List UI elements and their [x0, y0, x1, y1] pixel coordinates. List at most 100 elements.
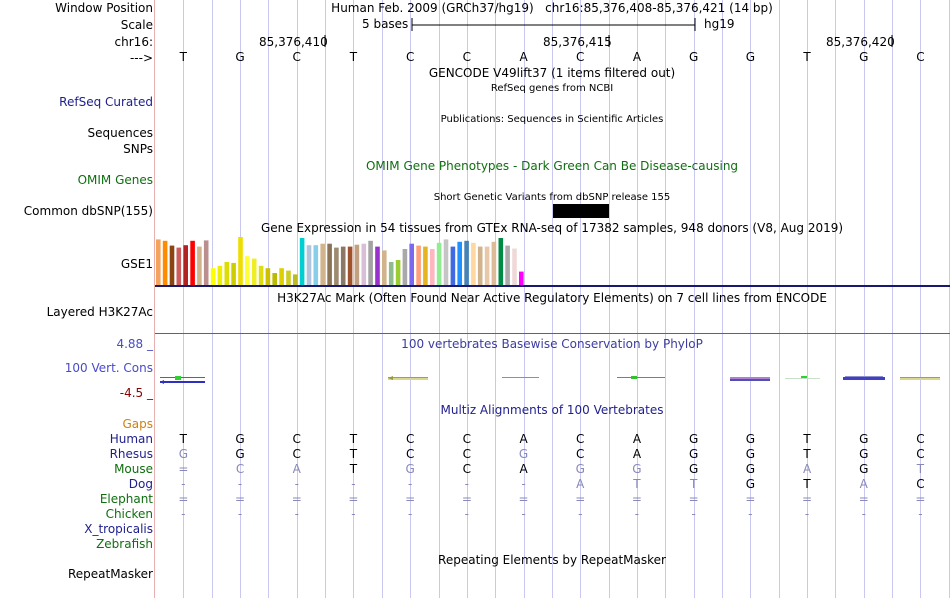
gencode-title[interactable]: GENCODE V49lift37 (1 items filtered out) — [428, 66, 676, 80]
gtex-tissue-bar — [272, 273, 277, 285]
gtex-tissue-bar — [354, 244, 360, 285]
alignment-base: - — [237, 507, 243, 521]
gtex-tissue-bar — [347, 246, 353, 285]
alignment-base: T — [349, 462, 358, 476]
alignment-base: A — [519, 432, 528, 446]
species-label[interactable]: X_tropicalis — [84, 522, 153, 536]
alignment-base: = — [405, 492, 416, 506]
gtex-tissue-bar — [183, 245, 188, 285]
base-letter: A — [632, 50, 642, 64]
species-label[interactable]: Zebrafish — [96, 537, 153, 551]
gtex-tissue-bar — [340, 246, 346, 285]
species-label[interactable]: Rhesus — [109, 447, 153, 461]
phylop-glyph — [900, 377, 940, 380]
species-label[interactable]: Human — [109, 432, 153, 446]
alignment-base: - — [407, 477, 413, 491]
alignment-base: = — [348, 492, 359, 506]
gtex-tissue-bar — [313, 245, 319, 285]
gtex-tissue-bar — [162, 240, 168, 285]
phylop-signal[interactable] — [155, 370, 950, 388]
alignment-base: G — [688, 462, 699, 476]
h3k27ac-label[interactable]: Layered H3K27Ac — [46, 305, 153, 319]
gtex-tissue-bar — [265, 268, 271, 285]
alignment-base: T — [349, 447, 358, 461]
snps-label[interactable]: SNPs — [123, 142, 153, 156]
chrom-label: chr16: — [114, 35, 153, 49]
refseq-title[interactable]: RefSeq genes from NCBI — [490, 83, 614, 94]
repeat-title[interactable]: Repeating Elements by RepeatMasker — [438, 553, 666, 567]
gtex-tissue-bar — [423, 246, 428, 285]
alignment-base: A — [519, 462, 528, 476]
h3k27ac-title[interactable]: H3K27Ac Mark (Often Found Near Active Re… — [277, 291, 827, 305]
position-ticks — [324, 35, 893, 47]
gtex-tissue-bar — [217, 265, 223, 285]
dbsnp-title[interactable]: Short Genetic Variants from dbSNP releas… — [433, 192, 671, 203]
omim-label[interactable]: OMIM Genes — [77, 173, 153, 187]
alignment-base: = — [235, 492, 246, 506]
alignment-base: = — [518, 492, 529, 506]
gtex-tissue-bar — [464, 240, 469, 285]
gtex-title[interactable]: Gene Expression in 54 tissues from GTEx … — [260, 221, 844, 235]
phylop-title[interactable]: 100 vertebrates Basewise Conservation by… — [401, 337, 703, 351]
position-tick-label: 85,376,415 — [543, 35, 612, 49]
gtex-tissue-bar — [450, 246, 456, 285]
alignment-base: - — [578, 507, 583, 521]
species-label[interactable]: Mouse — [114, 462, 153, 476]
multiz-title[interactable]: Multiz Alignments of 100 Vertebrates — [440, 403, 664, 417]
gtex-tissue-bar — [484, 246, 490, 285]
alignment-base: = — [802, 492, 813, 506]
phylop-min-label: -4.5 _ — [119, 386, 153, 400]
alignment-base: G — [745, 432, 755, 446]
alignment-base: = — [291, 492, 302, 506]
species-label[interactable]: Dog — [128, 477, 153, 491]
gtex-tissue-bar — [197, 246, 202, 285]
alignment-base: C — [576, 447, 585, 461]
base-letter: A — [519, 50, 528, 64]
repeat-label[interactable]: RepeatMasker — [67, 567, 153, 581]
alignment-base: C — [405, 447, 415, 461]
sequences-label[interactable]: Sequences — [87, 126, 153, 140]
alignment-base: G — [859, 432, 869, 446]
omim-title[interactable]: OMIM Gene Phenotypes - Dark Green Can Be… — [365, 159, 739, 173]
gtex-tissue-bar — [409, 243, 414, 285]
position-tick-label: 85,376,420 — [826, 35, 895, 49]
gtex-tissue-bar — [334, 247, 339, 285]
publications-title[interactable]: Publications: Sequences in Scientific Ar… — [440, 114, 664, 125]
alignment-base: G — [575, 462, 585, 476]
gaps-label[interactable]: Gaps — [122, 417, 153, 431]
phylop-glyph — [843, 376, 885, 380]
species-label[interactable]: Elephant — [99, 492, 153, 506]
alignment-base: G — [235, 432, 245, 446]
alignment-base: - — [748, 507, 753, 521]
alignment-base: C — [576, 432, 585, 446]
gtex-tissue-bar — [293, 274, 298, 285]
alignment-base: T — [803, 432, 811, 446]
gtex-bar-chart[interactable] — [155, 237, 950, 289]
gtex-tissue-bar — [190, 240, 195, 285]
alignment-base: A — [292, 462, 301, 476]
dbsnp-label[interactable]: Common dbSNP(155) — [23, 204, 153, 218]
base-letter: C — [462, 50, 472, 64]
alignment-base: T — [349, 432, 358, 446]
position-tick-label: 85,376,410 — [259, 35, 328, 49]
alignment-base: G — [745, 462, 755, 476]
gtex-tissue-bar — [457, 241, 462, 285]
alignment-base: C — [916, 477, 925, 491]
alignment-base: - — [918, 507, 923, 521]
phylop-label[interactable]: 100 Vert. Cons — [64, 361, 153, 375]
gtex-tissue-bar — [258, 265, 264, 285]
scale-db: hg19 — [704, 17, 735, 31]
alignment-base: = — [631, 492, 642, 506]
phylop-glyph — [617, 376, 665, 379]
gtex-label[interactable]: GSE1 — [120, 257, 153, 271]
species-label[interactable]: Chicken — [105, 507, 153, 521]
gtex-tissue-bar — [430, 249, 435, 285]
alignment-base: - — [634, 507, 640, 521]
refseq-label[interactable]: RefSeq Curated — [59, 95, 153, 109]
alignment-base: T — [916, 462, 925, 476]
gtex-tissue-bar — [238, 237, 243, 285]
snp-feature[interactable] — [553, 204, 609, 218]
gtex-tissue-bar — [395, 260, 401, 285]
gtex-tissue-bar — [231, 262, 236, 285]
alignment-base: G — [688, 432, 699, 446]
